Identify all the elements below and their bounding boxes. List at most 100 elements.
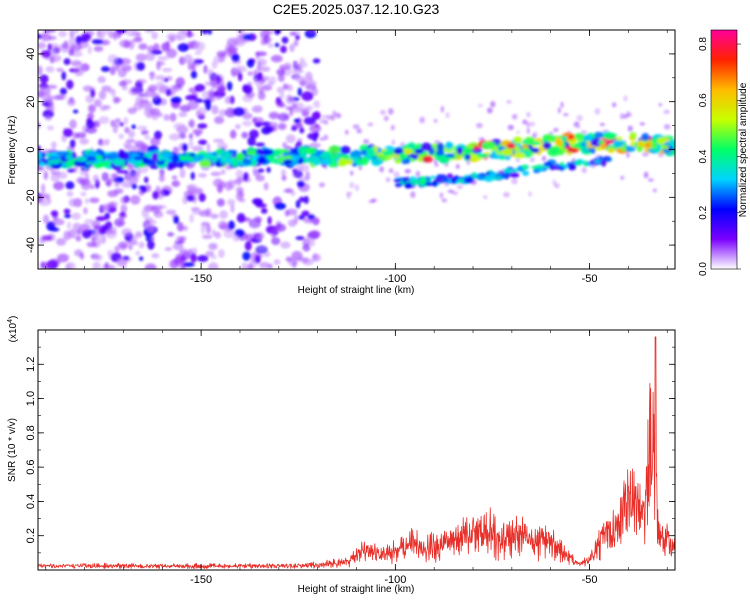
spectrogram-blob bbox=[133, 156, 143, 161]
spectrogram-blob bbox=[176, 221, 184, 232]
spectrogram-blob bbox=[90, 88, 96, 98]
spectrogram-blob bbox=[134, 231, 143, 238]
spectrogram-blob bbox=[225, 107, 237, 118]
spectrogram-blob bbox=[312, 253, 318, 261]
spectrogram-blob bbox=[431, 180, 439, 187]
spectrogram-blob bbox=[150, 235, 155, 242]
spectrogram-blob bbox=[388, 168, 394, 174]
spectrogram-blob bbox=[477, 103, 484, 108]
spectrogram-blob bbox=[440, 105, 444, 113]
spectrogram-blob bbox=[553, 127, 559, 133]
x-tick-label: -50 bbox=[582, 273, 598, 285]
y-tick-label: 0 bbox=[25, 146, 37, 152]
spectrogram-blob bbox=[285, 134, 296, 144]
spectrogram-blob bbox=[176, 30, 187, 41]
snr-series-line bbox=[38, 336, 675, 570]
spectrogram-blob bbox=[157, 153, 164, 162]
spectrogram-blob bbox=[113, 30, 118, 41]
spectrogram-blob bbox=[66, 168, 76, 173]
spectrogram-blob bbox=[568, 134, 575, 140]
spectrogram-blob bbox=[56, 150, 65, 156]
spectrogram-blob bbox=[554, 145, 560, 151]
spectrogram-blob bbox=[560, 101, 564, 109]
spectrogram-blob bbox=[295, 235, 305, 241]
x-tick-label: -100 bbox=[384, 574, 406, 586]
spectrogram-blob bbox=[158, 174, 165, 182]
spectrogram-blob bbox=[276, 68, 286, 76]
snr-panel: -150 -100 -50 0.2 0.4 0.6 0.8 1.0 1.2 Height of… bbox=[7, 316, 676, 595]
spectrogram-blob bbox=[162, 152, 173, 158]
spectrogram-blob bbox=[167, 232, 175, 237]
spectrogram-blob bbox=[251, 197, 263, 205]
spectrogram-blob bbox=[622, 114, 628, 119]
spectrogram-blob bbox=[45, 65, 55, 73]
spectrogram-blob bbox=[476, 153, 490, 158]
spectrogram-blob bbox=[80, 191, 87, 197]
spectrogram-blob bbox=[577, 161, 582, 166]
spectrogram-blob bbox=[296, 180, 305, 188]
spectrogram-blob bbox=[256, 156, 267, 164]
spectrogram-blob bbox=[549, 164, 556, 171]
spectrogram-blob bbox=[178, 155, 187, 161]
spectrogram-blob bbox=[179, 248, 189, 255]
spectrogram-blob bbox=[207, 30, 212, 35]
spectrogram-blob bbox=[211, 60, 218, 69]
spectrogram-blob bbox=[61, 71, 67, 81]
spectrogram-blob bbox=[136, 125, 148, 131]
spectrogram-blob bbox=[169, 112, 177, 122]
spectrogram-blob bbox=[87, 45, 92, 55]
spectrogram-blob bbox=[152, 43, 160, 53]
spectrogram-blob bbox=[394, 158, 402, 164]
snr-y-multiplier: (x104) bbox=[7, 316, 19, 343]
spectrogram-blob bbox=[650, 141, 658, 149]
spectrogram-blob bbox=[291, 126, 298, 131]
spectrogram-blob bbox=[297, 61, 308, 68]
spectrogram-blob bbox=[118, 133, 124, 140]
spectrogram-blob bbox=[195, 110, 202, 118]
spectrogram-blob bbox=[442, 176, 448, 183]
spectrogram-blob bbox=[266, 36, 273, 43]
spectrogram-blob bbox=[69, 139, 76, 148]
spectrogram-blob bbox=[198, 193, 206, 202]
spectrogram-blob bbox=[201, 234, 213, 239]
spectrogram-blob bbox=[68, 37, 77, 46]
spectrogram-blob bbox=[349, 150, 362, 158]
spectrogram-blob bbox=[66, 79, 74, 90]
spectrogram-blob bbox=[522, 170, 530, 176]
spectrogram-blob bbox=[620, 146, 627, 152]
spectrogram-blob bbox=[259, 261, 270, 269]
spectrogram-blob bbox=[309, 80, 317, 86]
spectrogram-blob bbox=[97, 76, 106, 84]
spectrogram-blob bbox=[242, 251, 251, 261]
spectrogram-blob bbox=[149, 71, 156, 76]
spectrogram-blob bbox=[99, 204, 110, 211]
spectrogram-blob bbox=[253, 69, 258, 78]
spectrogram-blob bbox=[226, 81, 233, 91]
spectrogram-blob bbox=[227, 220, 235, 231]
spectrogram-blob bbox=[197, 123, 208, 129]
spectrogram-blob bbox=[266, 81, 274, 87]
spectrogram-blob bbox=[301, 210, 310, 217]
spectrogram-blob bbox=[552, 179, 557, 187]
spectrogram-blob bbox=[643, 171, 649, 179]
spectrogram-blob bbox=[186, 163, 195, 169]
y-tick-label: 0.4 bbox=[25, 494, 37, 509]
spectrogram-blob bbox=[190, 70, 198, 79]
spectrogram-blob bbox=[487, 107, 493, 114]
spectrogram-blob bbox=[234, 65, 247, 73]
spectrogram-blob bbox=[445, 112, 450, 119]
spectrogram-blob bbox=[433, 118, 438, 123]
spectrogram-blob bbox=[328, 145, 341, 154]
spectrogram-blob bbox=[337, 158, 347, 167]
spectrogram-blob bbox=[391, 139, 395, 145]
spectrogram-blob bbox=[594, 159, 601, 164]
spectrogram-blob bbox=[49, 54, 62, 63]
spectrogram-blob bbox=[465, 154, 471, 160]
spectrogram-blob bbox=[298, 214, 305, 220]
spectrogram-blob bbox=[383, 115, 389, 122]
spectrogram-blob bbox=[59, 87, 68, 96]
spectrogram-blob bbox=[394, 183, 403, 187]
snr-y-multiplier-base: (x10 bbox=[8, 322, 19, 342]
spectrogram-blob bbox=[542, 142, 552, 150]
spectrogram-blob bbox=[47, 43, 52, 51]
